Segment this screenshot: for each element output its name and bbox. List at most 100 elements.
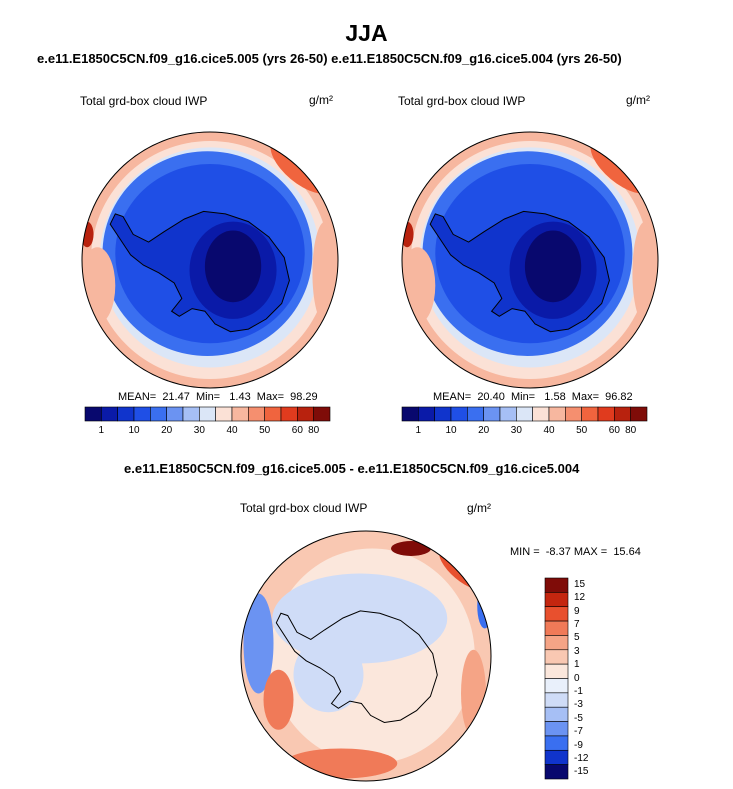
diff-pos-max (391, 541, 431, 556)
colorbar-tick-label: 20 (478, 425, 490, 436)
panel2-label: Total grd-box cloud IWP (398, 94, 526, 108)
colorbar-cell (544, 721, 569, 737)
colorbar-tick-label: 9 (574, 605, 580, 617)
colorbar-tick-label: 15 (574, 578, 586, 590)
colorbar-cell (199, 406, 216, 422)
colorbar-tick-label: 7 (574, 618, 580, 630)
colorbar-cell (544, 577, 569, 593)
map-border (240, 530, 492, 782)
colorbar-cell (630, 406, 648, 422)
colorbar-tick-label: 3 (574, 645, 580, 657)
diff-pos-west (263, 669, 294, 730)
colorbar-cell (499, 406, 517, 422)
panel1-colorbar (84, 406, 331, 422)
colorbar-cell (297, 406, 314, 422)
colorbar-cell (581, 406, 599, 422)
colorbar-cell (84, 406, 102, 422)
diff-neg-east-edge (477, 583, 491, 629)
map-border (81, 131, 339, 389)
colorbar-tick-label: 5 (574, 632, 580, 644)
colorbar-cell (231, 406, 249, 422)
colorbar-cell (133, 406, 151, 422)
colorbar-cell (597, 406, 615, 422)
colorbar-cell (264, 406, 282, 422)
colorbar-cell (215, 406, 233, 422)
colorbar-cell (467, 406, 484, 422)
panel1-units: g/m² (309, 93, 333, 107)
difference-title: e.e11.E1850C5CN.f09_g16.cice5.005 - e.e1… (124, 461, 580, 476)
colorbar-cell (166, 406, 184, 422)
panel2-map (401, 131, 659, 389)
colorbar-cell (434, 406, 452, 422)
colorbar-cell (544, 649, 569, 665)
colorbar-tick-label: 20 (161, 425, 173, 436)
coastline (109, 210, 290, 333)
colorbar-cell (544, 620, 569, 636)
colorbar-tick-label: -9 (574, 739, 583, 751)
colorbar-cell (450, 406, 468, 422)
plateau-min (524, 230, 582, 303)
colorbar-cell (544, 678, 569, 694)
panel3-stats: MIN = -8.37 MAX = 15.64 (510, 546, 641, 558)
colorbar-tick-label: 80 (308, 425, 320, 436)
colorbar-cell (544, 749, 569, 765)
colorbar-tick-label: 1 (98, 425, 105, 436)
colorbar-tick-label: -15 (574, 766, 589, 778)
colorbar-tick-label: 60 (608, 425, 620, 436)
colorbar-cell (101, 406, 118, 422)
colorbar-cell (614, 406, 631, 422)
colorbar-tick-label: 50 (576, 425, 588, 436)
colorbar-cell (565, 406, 582, 422)
figure-subtitle: e.e11.E1850C5CN.f09_g16.cice5.005 (yrs 2… (37, 51, 622, 66)
map-border (401, 131, 659, 389)
panel2-colorbar (401, 406, 648, 422)
colorbar-tick-label: 1 (574, 659, 580, 671)
panel2-units: g/m² (626, 93, 650, 107)
colorbar-cell (150, 406, 167, 422)
panel3-map (240, 530, 492, 782)
colorbar-tick-label: 1 (415, 425, 422, 436)
colorbar-cell (117, 406, 135, 422)
colorbar-cell (544, 692, 569, 708)
colorbar-tick-label: 50 (259, 425, 271, 436)
colorbar-tick-label: -12 (574, 752, 589, 764)
panel3-label: Total grd-box cloud IWP (240, 501, 368, 515)
panel2-stats: MEAN= 20.40 Min= 1.58 Max= 96.82 (433, 391, 633, 403)
colorbar-cell (548, 406, 566, 422)
diff-neg-west (293, 637, 364, 713)
colorbar-tick-label: -1 (574, 685, 583, 697)
colorbar-cell (544, 663, 569, 679)
colorbar-cell (483, 406, 501, 422)
diff-neg-edge (243, 593, 274, 694)
diff-neg-north (272, 573, 448, 664)
colorbar-tick-label: 10 (445, 425, 457, 436)
colorbar-cell (516, 406, 533, 422)
colorbar-cell (248, 406, 265, 422)
colorbar-cell (544, 764, 569, 780)
colorbar-cell (544, 735, 569, 751)
colorbar-tick-label: 40 (226, 425, 238, 436)
colorbar-cell (544, 606, 569, 622)
colorbar-tick-label: 80 (625, 425, 637, 436)
colorbar-tick-label: 30 (510, 425, 522, 436)
hotspot-e (312, 221, 338, 324)
colorbar-tick-label: -3 (574, 699, 583, 711)
panel3-units: g/m² (467, 501, 491, 515)
colorbar-cell (182, 406, 200, 422)
plateau-min (204, 230, 262, 303)
coastline (275, 610, 438, 724)
panel1-label: Total grd-box cloud IWP (80, 94, 208, 108)
colorbar-tick-label: 12 (574, 592, 586, 604)
coastline (429, 210, 610, 333)
colorbar-cell (544, 635, 569, 651)
colorbar-tick-label: 10 (128, 425, 140, 436)
panel3-colorbar (544, 577, 569, 780)
colorbar-cell (532, 406, 550, 422)
colorbar-cell (313, 406, 331, 422)
colorbar-tick-label: 40 (543, 425, 555, 436)
colorbar-cell (544, 592, 569, 608)
diff-pos-east (461, 649, 486, 738)
colorbar-tick-label: 30 (193, 425, 205, 436)
colorbar-cell (418, 406, 435, 422)
colorbar-tick-label: -5 (574, 712, 583, 724)
